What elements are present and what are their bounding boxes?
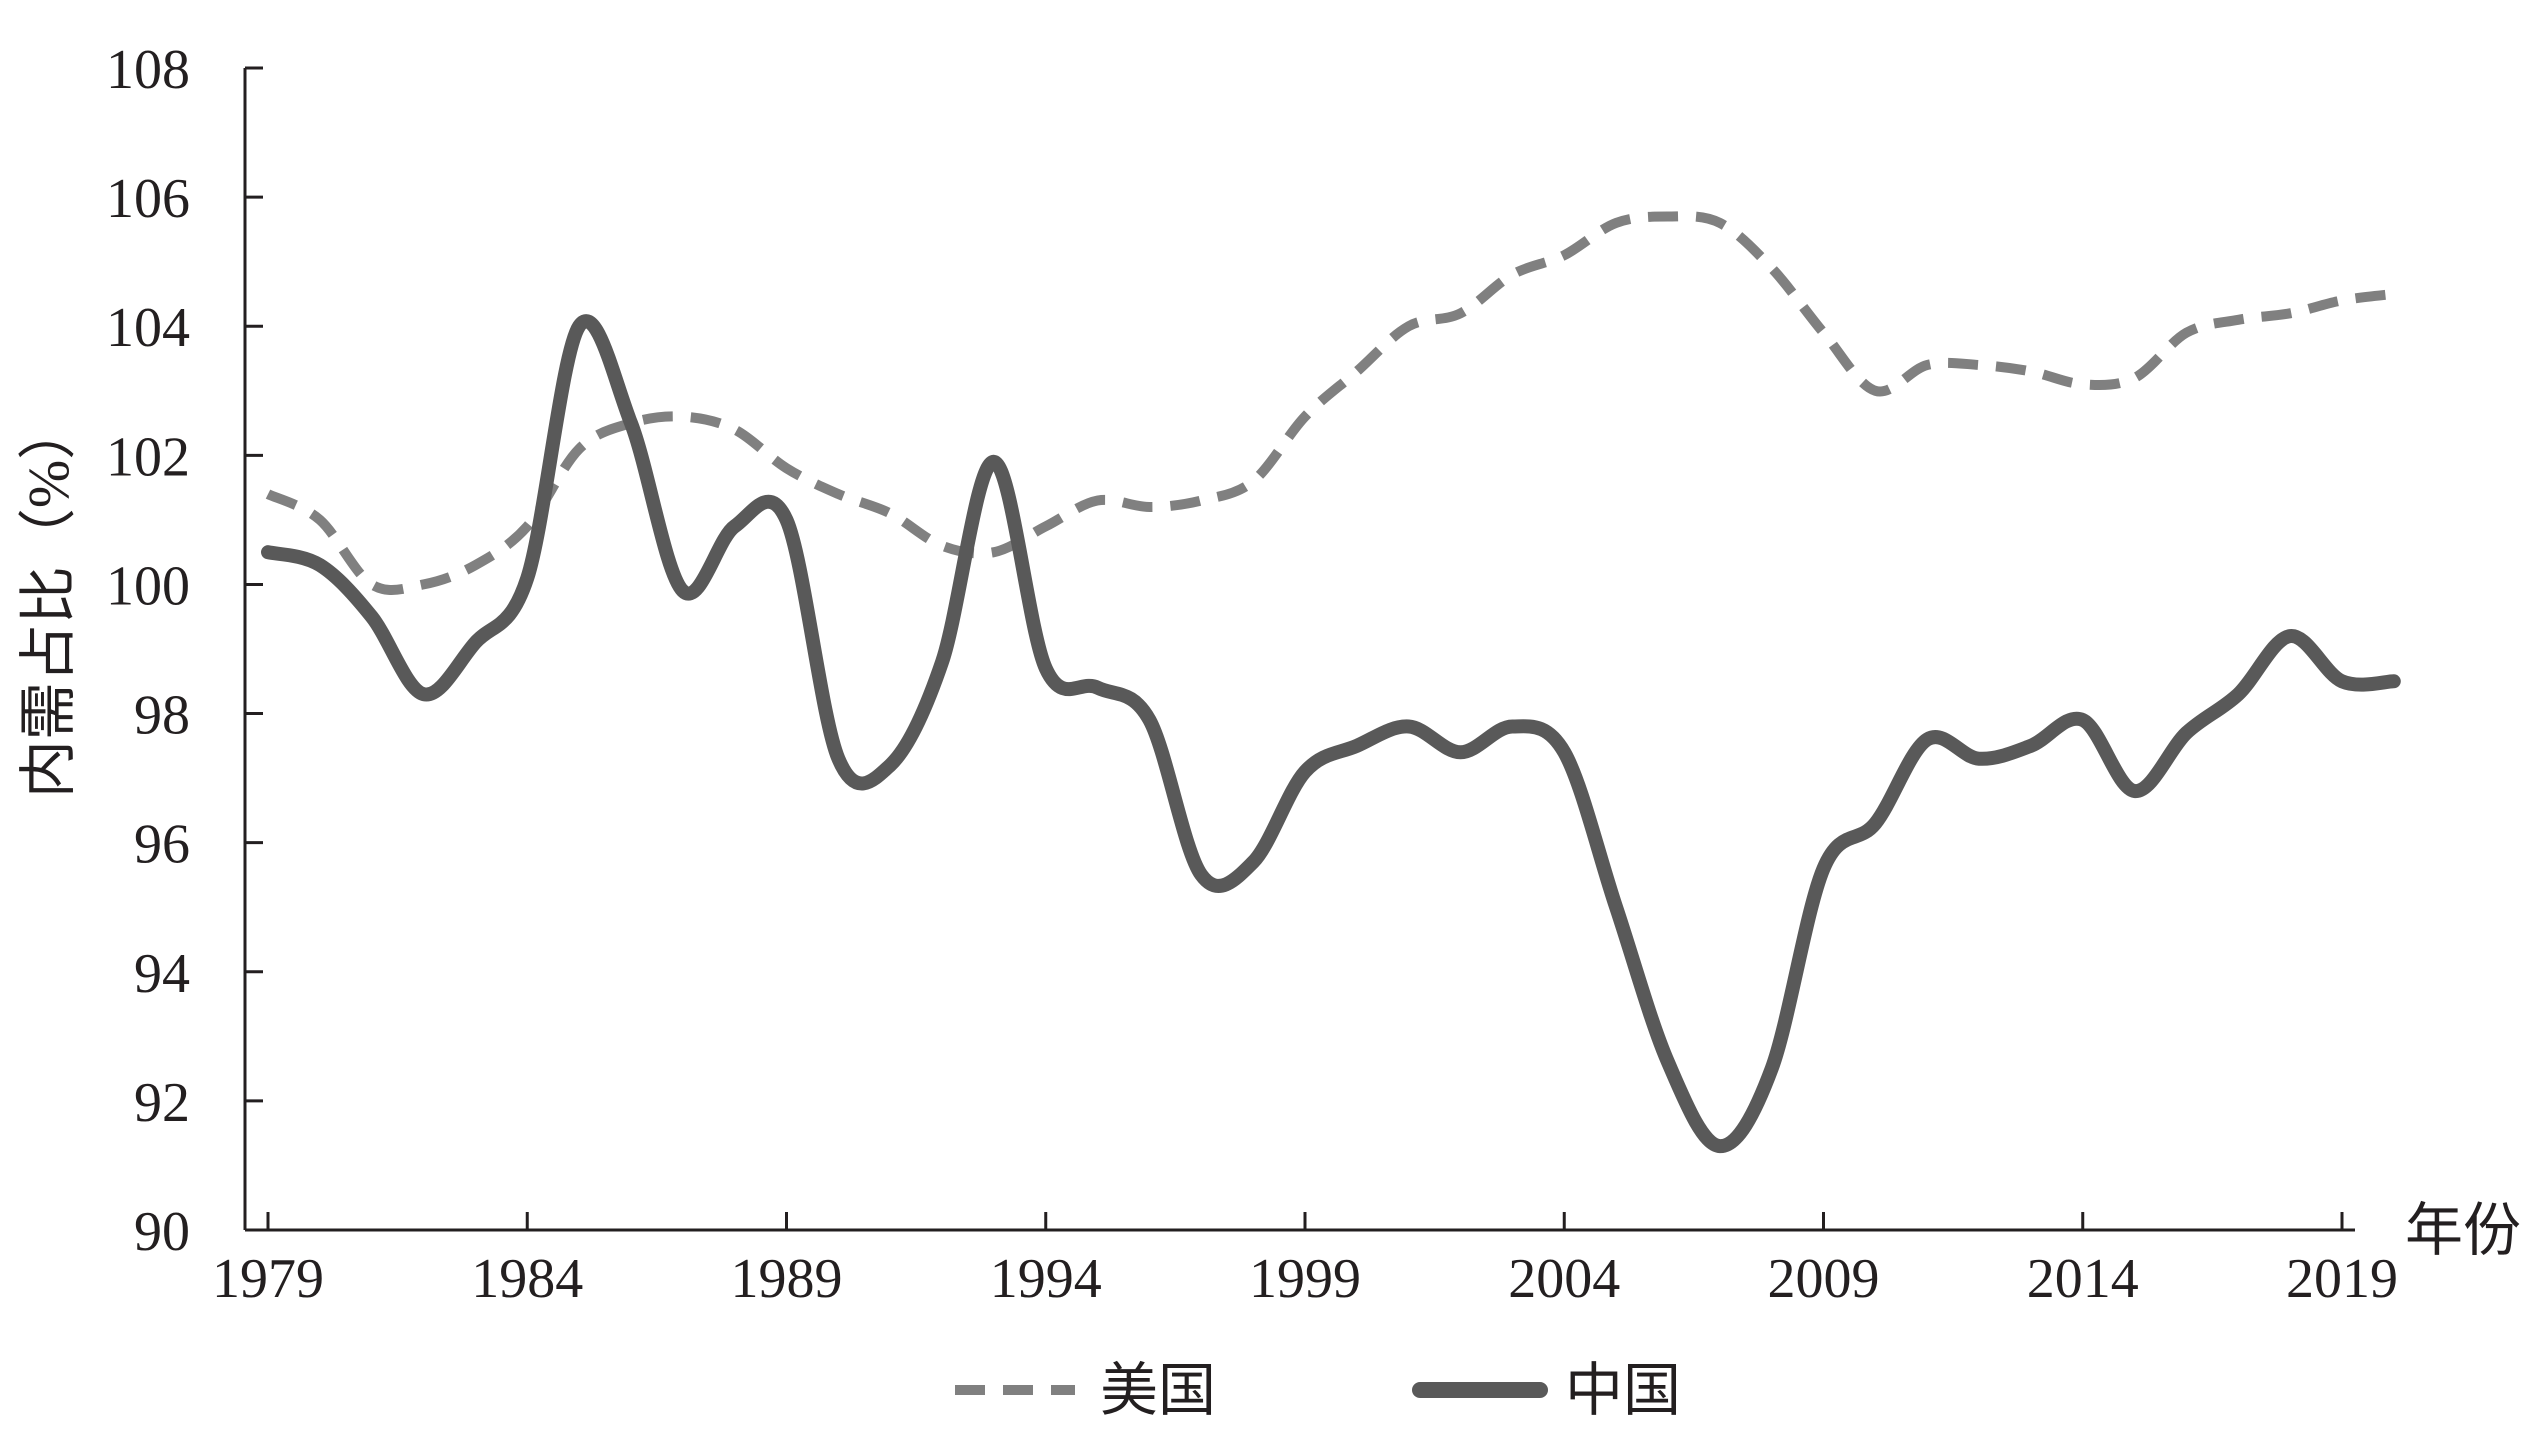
x-tick-label: 2019 — [2286, 1248, 2398, 1310]
series-lines — [261, 211, 2401, 1154]
y-tick-label: 100 — [106, 555, 190, 617]
y-tick-label: 104 — [106, 297, 190, 359]
y-tick-label: 98 — [134, 685, 190, 747]
y-tick-label: 106 — [106, 168, 190, 230]
x-tick-label: 1984 — [471, 1248, 583, 1310]
y-tick-label: 94 — [134, 943, 190, 1005]
x-tick-label: 2009 — [1768, 1248, 1880, 1310]
series-line-china — [261, 314, 2401, 1154]
x-tick-label: 1994 — [990, 1248, 1102, 1310]
x-axis-ticks: 1979 1984 1989 1994 1999 2004 2009 2014 2019 — [212, 1212, 2398, 1310]
x-tick-label: 2014 — [2027, 1248, 2139, 1310]
y-axis-ticks: 90 92 94 96 98 100 102 104 106 108 — [106, 39, 263, 1263]
x-tick-label: 2004 — [1508, 1248, 1620, 1310]
x-tick-label: 1979 — [212, 1248, 324, 1310]
y-tick-label: 96 — [134, 814, 190, 876]
y-tick-label: 90 — [134, 1201, 190, 1263]
x-axis-label: 年份 — [2405, 1198, 2521, 1263]
series-line-usa — [265, 211, 2395, 596]
legend: 美国 中国 — [955, 1358, 1681, 1423]
x-tick-label: 1989 — [731, 1248, 843, 1310]
y-tick-label: 108 — [106, 39, 190, 101]
legend-label-china: 中国 — [1565, 1358, 1681, 1423]
y-tick-label: 102 — [106, 426, 190, 488]
y-tick-label: 92 — [134, 1072, 190, 1134]
axes — [243, 68, 2355, 1232]
legend-label-usa: 美国 — [1100, 1358, 1216, 1423]
y-axis-label: 内需占比（%） — [16, 402, 81, 798]
x-tick-label: 1999 — [1249, 1248, 1361, 1310]
